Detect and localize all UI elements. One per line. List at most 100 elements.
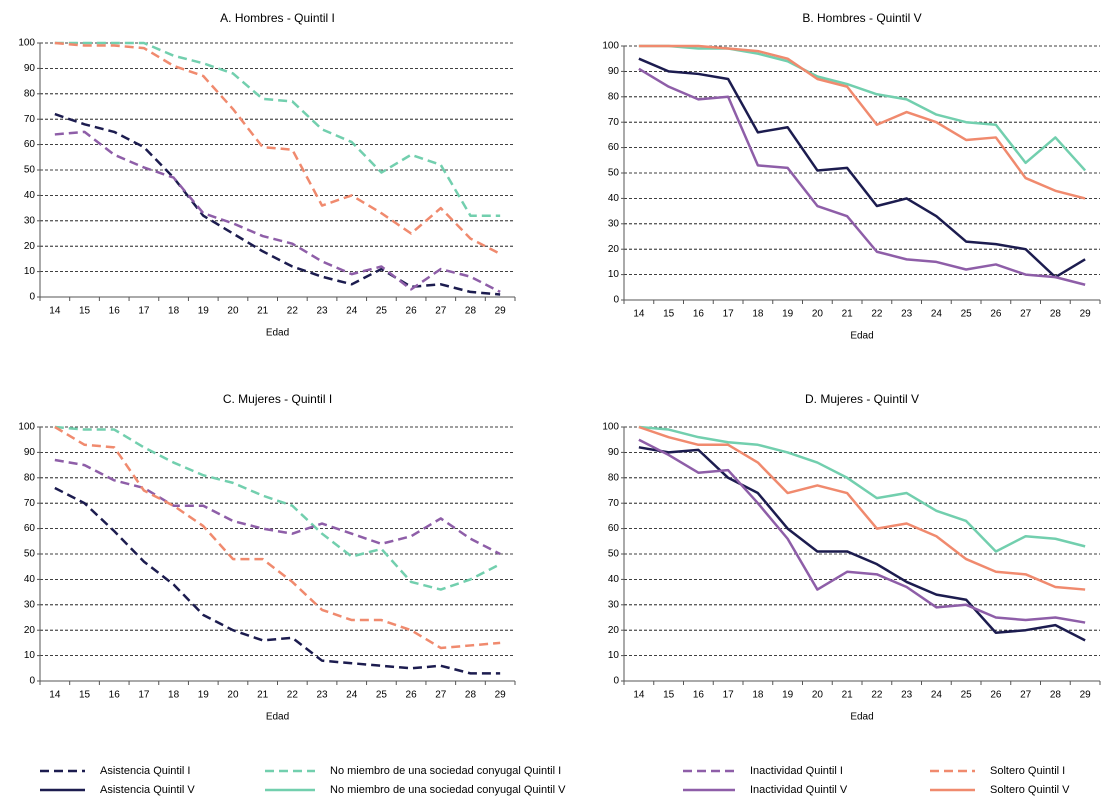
x-tick-label: 25	[376, 306, 388, 317]
x-tick-label: 16	[693, 690, 705, 701]
y-tick-label: 20	[24, 625, 36, 636]
x-tick-label: 16	[693, 309, 705, 320]
y-tick-label: 40	[608, 574, 620, 585]
series-line	[638, 67, 1086, 286]
y-tick-label: 20	[24, 241, 36, 252]
series-line	[638, 44, 1087, 172]
x-tick-label: 20	[227, 306, 239, 317]
legend-label: No miembro de una sociedad conyugal Quin…	[330, 765, 561, 777]
y-tick-label: 40	[24, 574, 36, 585]
y-tick-label: 100	[602, 422, 619, 433]
series-line	[54, 425, 501, 650]
x-tick-label: 26	[406, 690, 418, 701]
y-tick-label: 70	[24, 498, 36, 509]
legend-label: No miembro de una sociedad conyugal Quin…	[330, 784, 566, 796]
x-tick-label: 26	[406, 306, 418, 317]
y-tick-label: 60	[608, 523, 620, 534]
y-tick-label: 20	[608, 244, 620, 255]
y-tick-label: 50	[608, 168, 620, 179]
x-tick-label: 14	[633, 690, 645, 701]
x-tick-label: 27	[435, 690, 447, 701]
x-tick-label: 24	[346, 690, 358, 701]
x-tick-label: 20	[227, 690, 239, 701]
y-tick-label: 10	[608, 269, 620, 280]
y-tick-label: 30	[24, 215, 36, 226]
chart-title: C. Mujeres - Quintil I	[223, 392, 332, 406]
x-tick-label: 23	[316, 306, 328, 317]
y-tick-label: 20	[608, 625, 620, 636]
x-tick-label: 18	[168, 306, 180, 317]
x-tick-label: 28	[465, 306, 477, 317]
x-axis-label: Edad	[266, 328, 289, 339]
y-tick-label: 30	[608, 218, 620, 229]
x-tick-label: 28	[1050, 690, 1062, 701]
series-line	[54, 486, 501, 675]
y-tick-label: 10	[608, 650, 620, 661]
x-tick-label: 29	[495, 690, 507, 701]
x-axis-label: Edad	[266, 712, 289, 723]
y-tick-label: 40	[24, 190, 36, 201]
x-tick-label: 28	[465, 690, 477, 701]
x-tick-label: 21	[257, 690, 269, 701]
y-tick-label: 70	[608, 117, 620, 128]
legend-label: Asistencia Quintil I	[100, 765, 190, 777]
y-tick-label: 60	[24, 139, 36, 150]
series-line	[638, 57, 1086, 279]
x-tick-label: 29	[1080, 309, 1092, 320]
chart-title: B. Hombres - Quintil V	[802, 11, 921, 25]
x-tick-label: 24	[346, 306, 358, 317]
y-tick-label: 90	[24, 63, 36, 74]
series-line	[54, 112, 501, 296]
y-tick-label: 10	[24, 650, 36, 661]
y-tick-label: 0	[613, 295, 619, 306]
series-line	[638, 438, 1086, 624]
x-tick-label: 18	[168, 690, 180, 701]
x-tick-label: 16	[109, 306, 121, 317]
y-tick-label: 50	[24, 549, 36, 560]
y-tick-label: 80	[24, 472, 36, 483]
x-tick-label: 20	[812, 690, 824, 701]
y-tick-label: 90	[608, 447, 620, 458]
x-tick-label: 25	[376, 690, 388, 701]
x-tick-label: 29	[495, 306, 507, 317]
series-line	[54, 130, 501, 294]
y-tick-label: 90	[24, 447, 36, 458]
x-tick-label: 29	[1080, 690, 1092, 701]
series-line	[638, 425, 1086, 553]
legend-label: Soltero Quintil V	[990, 784, 1070, 796]
x-tick-label: 17	[723, 690, 735, 701]
x-tick-label: 28	[1050, 309, 1062, 320]
x-tick-label: 21	[842, 690, 854, 701]
x-tick-label: 26	[990, 309, 1002, 320]
y-tick-label: 50	[608, 549, 620, 560]
series-line	[638, 446, 1086, 642]
y-tick-label: 60	[24, 523, 36, 534]
series-line	[54, 458, 501, 556]
x-tick-label: 20	[812, 309, 824, 320]
y-tick-label: 30	[608, 599, 620, 610]
x-tick-label: 16	[109, 690, 121, 701]
series-line	[638, 425, 1086, 591]
legend-label: Asistencia Quintil V	[100, 784, 195, 796]
y-tick-label: 0	[613, 676, 619, 687]
x-tick-label: 21	[842, 309, 854, 320]
x-tick-label: 19	[782, 309, 794, 320]
x-tick-label: 23	[316, 690, 328, 701]
y-tick-label: 80	[608, 472, 620, 483]
x-tick-label: 18	[752, 309, 764, 320]
y-tick-label: 80	[24, 88, 36, 99]
y-tick-label: 60	[608, 142, 620, 153]
x-tick-label: 17	[723, 309, 735, 320]
legend-label: Inactividad Quintil I	[750, 765, 843, 777]
y-tick-label: 100	[18, 422, 35, 433]
y-tick-label: 80	[608, 91, 620, 102]
chart-title: A. Hombres - Quintil I	[220, 11, 335, 25]
x-tick-label: 27	[435, 306, 447, 317]
x-tick-label: 18	[752, 690, 764, 701]
x-tick-label: 22	[287, 690, 299, 701]
x-tick-label: 15	[79, 306, 91, 317]
x-tick-label: 15	[663, 309, 675, 320]
x-tick-label: 19	[198, 690, 210, 701]
legend-label: Inactividad Quintil V	[750, 784, 848, 796]
x-tick-label: 26	[990, 690, 1002, 701]
